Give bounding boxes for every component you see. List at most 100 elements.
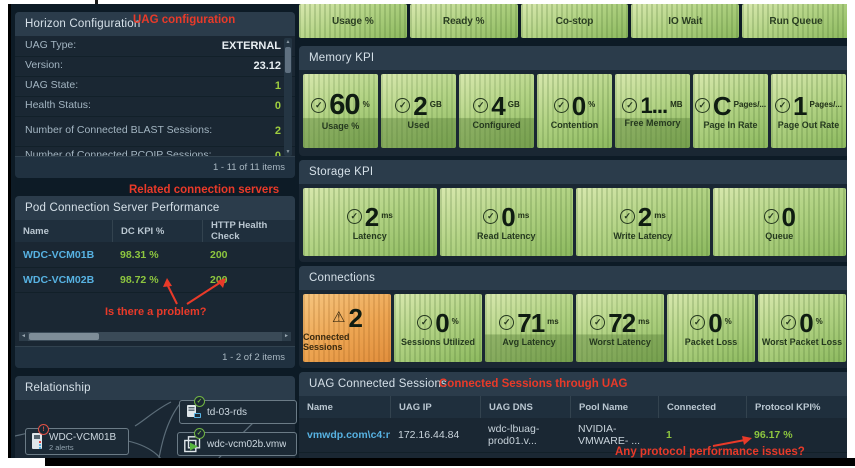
- connections-tiles: ⚠ 2 Connected Sessions ✓ 0% Sessions Utili…: [303, 294, 846, 362]
- config-value: 0: [274, 99, 281, 112]
- check-circle-icon: ✓: [395, 98, 411, 113]
- tile-unit: GB: [507, 100, 520, 110]
- scroll-right-icon[interactable]: ►: [282, 332, 291, 341]
- config-row[interactable]: Health Status: 0: [15, 96, 295, 116]
- panel-memory-kpi: Memory KPI ✓ 60% Usage % ✓ 2 GB Used ✓ 4 GB C…: [299, 46, 847, 156]
- tile-value: 2: [637, 201, 653, 232]
- check-circle-icon: ✓: [473, 98, 489, 113]
- tile-unit: ms: [547, 317, 559, 327]
- kpi-tile-read-latency[interactable]: ✓ 0 ms Read Latency: [439, 188, 573, 256]
- config-row[interactable]: Number of Connected PCOIP Sessions: 0: [15, 146, 295, 156]
- kpi-tile-connected-sessions[interactable]: ⚠ 2 Connected Sessions: [303, 294, 391, 362]
- column-header[interactable]: Name: [23, 225, 49, 237]
- kpi-tile-mem-used[interactable]: ✓ 2 GB Used: [381, 74, 456, 148]
- config-value: 2: [274, 124, 281, 137]
- column-header[interactable]: DC KPI %: [112, 220, 202, 242]
- kpi-tile-worst-packet-loss[interactable]: ✓ 0% Worst Packet Loss: [758, 294, 846, 362]
- server-link[interactable]: WDC-VCM02B: [23, 273, 95, 286]
- tile-label: Usage %: [321, 121, 360, 131]
- pool-name-value: NVIDIA- VMWARE- ...: [578, 423, 641, 447]
- scroll-left-icon[interactable]: ◄: [19, 332, 28, 341]
- kpi-tile-mem-usage[interactable]: ✓ 60% Usage %: [303, 74, 378, 148]
- config-label: Number of Connected BLAST Sessions:: [25, 124, 213, 137]
- tile-label: Queue: [765, 230, 794, 241]
- check-circle-icon: ✓: [499, 315, 515, 330]
- tile-label: Run Queue: [769, 15, 823, 27]
- kpi-tile-mem-contention[interactable]: ✓ 0% Contention: [537, 74, 612, 148]
- config-label: Health Status:: [25, 99, 91, 112]
- kpi-tile-write-latency[interactable]: ✓ 2 ms Write Latency: [576, 188, 710, 256]
- tile-label: Worst Latency: [589, 336, 651, 347]
- scroll-down-icon[interactable]: ▼: [285, 149, 291, 155]
- table-row[interactable]: WDC-VCM01B 98.31 % 200: [15, 242, 295, 267]
- session-name-link[interactable]: vmwdp.com\c4:nvi...: [307, 429, 390, 441]
- kpi-tile-iowait[interactable]: IO Wait: [631, 4, 740, 38]
- kpi-tile-usage[interactable]: Usage %: [299, 4, 407, 38]
- check-circle-icon: ✓: [694, 98, 710, 113]
- uag-ip-value: 172.16.44.84: [398, 429, 460, 441]
- annotation-uag-configuration: UAG configuration: [133, 14, 236, 26]
- horizon-config-list: UAG Type: EXTERNAL Version: 23.12 UAG St…: [15, 36, 295, 156]
- check-circle-icon: ✓: [553, 98, 569, 113]
- scroll-up-icon[interactable]: ▲: [285, 39, 291, 45]
- kpi-tile-avg-latency[interactable]: ✓ 71 ms Avg Latency: [485, 294, 573, 362]
- tile-value: 71: [517, 307, 545, 338]
- cpu-kpi-tiles: Usage % Ready % Co-stop IO Wait Run Queu…: [299, 4, 847, 38]
- horizontal-scrollbar[interactable]: ◄ ►: [19, 332, 291, 341]
- annotation-connected-sessions-uag: Connected Sessions through UAG: [439, 378, 628, 390]
- kpi-tile-sessions-utilized[interactable]: ✓ 0% Sessions Utilized: [394, 294, 482, 362]
- kpi-tile-free-memory[interactable]: ✓ 1... MB Free Memory: [615, 74, 690, 148]
- server-icon: [32, 433, 42, 449]
- tile-label: Worst Packet Loss: [761, 336, 843, 347]
- kpi-tile-latency[interactable]: ✓ 2 ms Latency: [303, 188, 437, 256]
- column-header[interactable]: UAG DNS: [480, 396, 570, 418]
- check-circle-icon: ✓: [590, 315, 606, 330]
- tile-label: Usage %: [332, 15, 374, 27]
- column-header[interactable]: UAG IP: [390, 396, 480, 418]
- config-value: 0: [274, 149, 281, 157]
- column-header[interactable]: Pool Name: [570, 396, 658, 418]
- column-header[interactable]: HTTP Health Check: [202, 220, 295, 242]
- kpi-tile-runqueue[interactable]: Run Queue: [742, 4, 847, 38]
- column-header[interactable]: Connected: [658, 396, 746, 418]
- kpi-tile-mem-configured[interactable]: ✓ 4 GB Configured: [459, 74, 534, 148]
- config-row[interactable]: Version: 23.12: [15, 56, 295, 76]
- check-circle-icon: ✓: [622, 98, 638, 113]
- table-row[interactable]: vmwdp.com\c4:nvi... 172.16.44.84 wdc-lbu…: [299, 418, 847, 452]
- scrollbar-thumb[interactable]: [29, 333, 99, 340]
- tile-label: Read Latency: [476, 230, 536, 241]
- kpi-tile-costop[interactable]: Co-stop: [520, 4, 629, 38]
- annotation-arrows: [163, 278, 226, 305]
- column-header[interactable]: Name: [307, 401, 333, 413]
- tile-value: C: [712, 90, 732, 121]
- panel-relationship: Relationship td-03-rds ✓: [15, 376, 297, 458]
- vertical-scrollbar[interactable]: ▲ ▼: [284, 38, 292, 156]
- relationship-node-td-03-rds[interactable]: td-03-rds ✓: [179, 396, 297, 424]
- server-link[interactable]: WDC-VCM01B: [23, 248, 95, 261]
- tile-label: Avg Latency: [502, 336, 556, 347]
- kpi-tile-queue[interactable]: ✓ 0 Queue: [712, 188, 846, 256]
- check-circle-icon: ✓: [417, 315, 433, 330]
- kpi-tile-page-out-rate[interactable]: ✓ 1 Pages/... Page Out Rate: [771, 74, 846, 148]
- config-label: Number of Connected PCOIP Sessions:: [25, 149, 212, 156]
- relationship-node-wdc-vcm02b[interactable]: wdc-vcm02b.vmw ✓: [177, 428, 297, 456]
- column-header[interactable]: Protocol KPI%: [746, 396, 847, 418]
- kpi-tile-ready[interactable]: Ready %: [409, 4, 518, 38]
- config-row[interactable]: Number of Connected BLAST Sessions: 2: [15, 116, 295, 146]
- tile-label: Latency: [352, 230, 387, 241]
- kpi-tile-packet-loss[interactable]: ✓ 0% Packet Loss: [667, 294, 755, 362]
- panel-title: Storage KPI: [299, 160, 847, 184]
- panel-title: Horizon Configuration: [15, 12, 295, 36]
- scrollbar-thumb[interactable]: [285, 47, 291, 73]
- check-circle-icon: ✓: [775, 98, 791, 113]
- tile-value: 2: [364, 201, 380, 232]
- config-row[interactable]: UAG State: 1: [15, 76, 295, 96]
- config-row[interactable]: UAG Type: EXTERNAL: [15, 36, 295, 56]
- uag-dns-value: wdc-lbuag-prod01.v...: [488, 423, 540, 447]
- kpi-tile-page-in-rate[interactable]: ✓ C Pages/... Page In Rate: [693, 74, 768, 148]
- check-circle-icon: ✓: [346, 209, 362, 224]
- tile-unit: ms: [654, 211, 666, 221]
- relationship-node-wdc-vcm01b[interactable]: WDC-VCM01B 2 alerts !: [25, 424, 129, 455]
- kpi-tile-worst-latency[interactable]: ✓ 72 ms Worst Latency: [576, 294, 664, 362]
- annotation-protocol-performance: Any protocol performance issues?: [615, 446, 805, 458]
